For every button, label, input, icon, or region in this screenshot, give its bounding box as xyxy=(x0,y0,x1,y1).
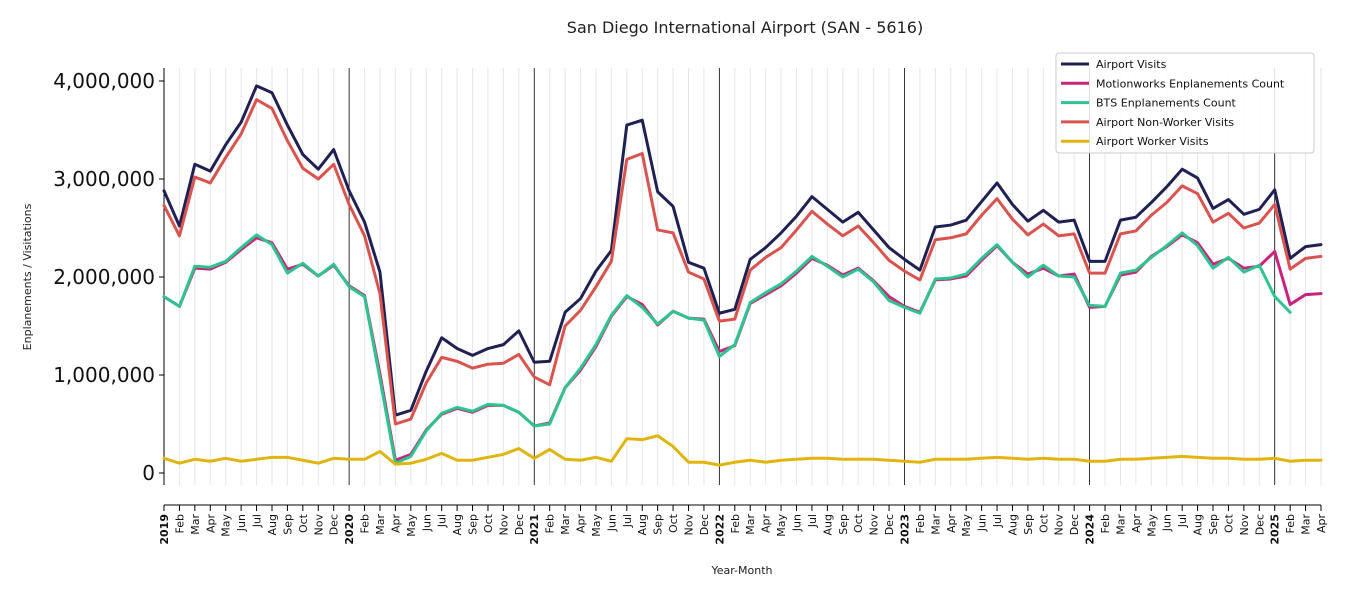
x-tick-month-label: Jul xyxy=(806,514,819,528)
x-tick-month-label: Nov xyxy=(1053,514,1066,536)
x-tick-month-label: Mar xyxy=(189,514,202,535)
x-tick-month-label: Feb xyxy=(359,514,372,533)
x-tick-month-label: Jun xyxy=(976,514,989,532)
x-tick-month-label: Dec xyxy=(513,514,526,535)
y-axis-label: Enplanements / Visitations xyxy=(21,203,34,350)
x-tick-month-label: Jul xyxy=(251,514,264,528)
series-layer xyxy=(162,84,1323,467)
x-tick-month-label: Nov xyxy=(1238,514,1251,536)
x-tick-month-label: Sep xyxy=(467,514,480,535)
x-tick-month-label: May xyxy=(405,514,418,537)
x-tick-month-label: Dec xyxy=(328,514,341,535)
x-tick-month-label: Nov xyxy=(868,514,881,536)
x-tick-month-label: Jul xyxy=(1176,514,1189,528)
x-tick-month-label: Feb xyxy=(1284,514,1297,533)
x-tick-month-label: Sep xyxy=(1022,514,1035,535)
x-tick-month-label: Sep xyxy=(281,514,294,535)
x-tick-month-label: Feb xyxy=(1099,514,1112,533)
x-tick-month-label: Sep xyxy=(837,514,850,535)
x-tick-year-label: 2020 xyxy=(343,514,356,545)
x-tick-month-label: Oct xyxy=(667,513,680,533)
y-tick-label: 2,000,000 xyxy=(53,265,155,289)
x-tick-month-label: Oct xyxy=(297,513,310,533)
x-tick-month-label: Aug xyxy=(636,514,649,535)
y-tick-label: 1,000,000 xyxy=(53,363,155,387)
x-tick-year-label: 2025 xyxy=(1269,514,1282,545)
x-tick-month-label: May xyxy=(775,514,788,537)
x-tick-month-label: May xyxy=(220,514,233,537)
x-tick-year-label: 2023 xyxy=(898,514,911,545)
x-tick-month-label: Jul xyxy=(436,514,449,528)
x-tick-month-label: May xyxy=(960,514,973,537)
x-tick-month-label: Dec xyxy=(883,514,896,535)
x-tick-month-label: Feb xyxy=(173,514,186,533)
x-tick-month-label: Dec xyxy=(1068,514,1081,535)
x-tick-month-label: Dec xyxy=(1253,514,1266,535)
x-tick-month-label: May xyxy=(1145,514,1158,537)
legend: Airport Visits Motionworks Enplanements C… xyxy=(1055,52,1315,154)
x-tick-month-label: Aug xyxy=(451,514,464,535)
x-tick-month-label: Oct xyxy=(1222,513,1235,533)
x-tick-month-label: Apr xyxy=(760,514,773,534)
x-tick-month-label: Mar xyxy=(744,514,757,535)
x-tick-month-label: Jun xyxy=(235,514,248,532)
series-line-airport-non-worker-visits xyxy=(162,98,1323,426)
x-tick-month-label: Oct xyxy=(1037,513,1050,533)
x-tick-month-label: Aug xyxy=(1192,514,1205,535)
x-tick-month-label: Jun xyxy=(1161,514,1174,532)
x-tick-month-label: Sep xyxy=(1207,514,1220,535)
legend-label: Motionworks Enplanements Count xyxy=(1096,77,1285,90)
x-tick-month-label: Jul xyxy=(621,514,634,528)
x-tick-month-label: Nov xyxy=(312,514,325,536)
legend-label: Airport Non-Worker Visits xyxy=(1096,116,1234,129)
x-tick-month-label: Dec xyxy=(698,514,711,535)
y-tick-label: 0 xyxy=(142,461,155,485)
x-tick-month-label: Aug xyxy=(821,514,834,535)
x-tick-month-label: Sep xyxy=(652,514,665,535)
x-tick-month-label: Oct xyxy=(852,513,865,533)
x-tick-month-label: Jun xyxy=(420,514,433,532)
x-tick-month-label: Jul xyxy=(991,514,1004,528)
ticks-layer: 0 1,000,000 2,000,000 3,000,000 4,000,000 201… xyxy=(53,69,1328,545)
legend-label: Airport Worker Visits xyxy=(1096,135,1209,148)
x-tick-month-label: Feb xyxy=(914,514,927,533)
series-line-airport-visits xyxy=(162,84,1323,417)
x-tick-month-label: May xyxy=(590,514,603,537)
x-tick-month-label: Jun xyxy=(790,514,803,532)
x-tick-month-label: Feb xyxy=(729,514,742,533)
x-tick-year-label: 2019 xyxy=(158,514,171,545)
x-tick-year-label: 2024 xyxy=(1084,514,1097,545)
x-tick-month-label: Mar xyxy=(1300,514,1313,535)
series-line-airport-worker-visits xyxy=(162,434,1323,467)
x-tick-month-label: Apr xyxy=(1315,514,1328,534)
x-tick-month-label: Apr xyxy=(204,514,217,534)
x-tick-year-label: 2022 xyxy=(713,514,726,545)
x-tick-year-label: 2021 xyxy=(528,514,541,545)
x-tick-month-label: Oct xyxy=(482,513,495,533)
x-axis-label: Year-Month xyxy=(710,564,772,577)
x-tick-month-label: Nov xyxy=(497,514,510,536)
legend-label: BTS Enplanements Count xyxy=(1096,97,1237,110)
chart-title: San Diego International Airport (SAN - 5… xyxy=(567,18,923,37)
x-tick-month-label: Mar xyxy=(559,514,572,535)
y-tick-label: 4,000,000 xyxy=(53,69,155,93)
x-tick-month-label: Mar xyxy=(1114,514,1127,535)
legend-label: Airport Visits xyxy=(1096,58,1167,71)
y-tick-label: 3,000,000 xyxy=(53,167,155,191)
series-line-bts-enplanements-count xyxy=(162,231,1292,465)
x-tick-month-label: Apr xyxy=(1130,514,1143,534)
x-tick-month-label: Feb xyxy=(544,514,557,533)
legend-box xyxy=(1055,52,1315,154)
x-tick-month-label: Mar xyxy=(374,514,387,535)
x-tick-month-label: Nov xyxy=(683,514,696,536)
x-tick-month-label: Mar xyxy=(929,514,942,535)
x-tick-month-label: Aug xyxy=(266,514,279,535)
x-tick-month-label: Aug xyxy=(1006,514,1019,535)
x-tick-month-label: Apr xyxy=(945,514,958,534)
x-tick-month-label: Jun xyxy=(605,514,618,532)
x-tick-month-label: Apr xyxy=(389,514,402,534)
x-tick-month-label: Apr xyxy=(575,514,588,534)
